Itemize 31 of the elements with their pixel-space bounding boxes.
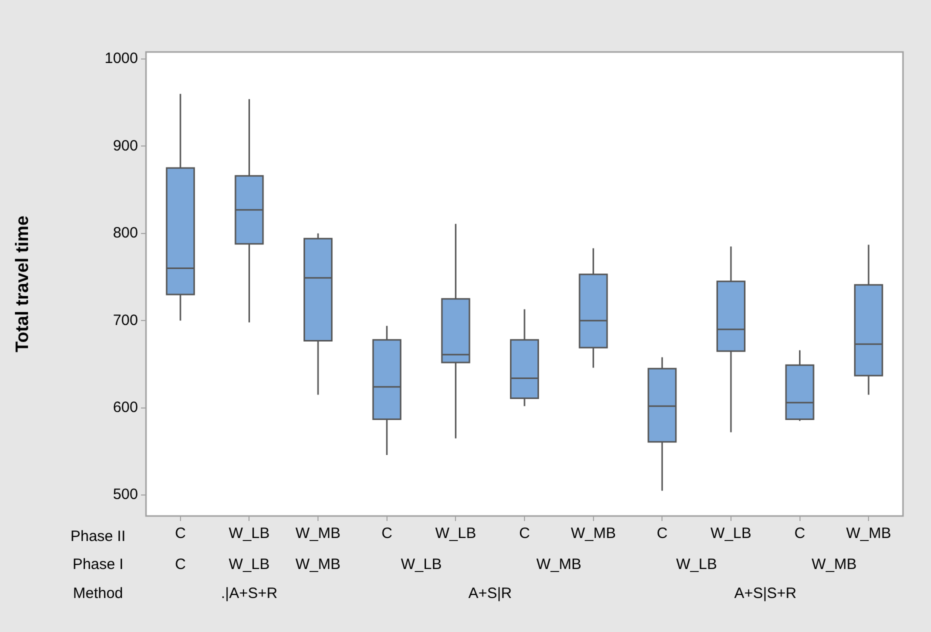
y-tick-label: 800 [112, 224, 138, 242]
text: W_LB [400, 556, 442, 574]
y-axis-title: Total travel time [12, 216, 32, 352]
text: W_MB [812, 556, 857, 574]
text: W_LB [228, 556, 270, 574]
x-tick-label: W_MB [296, 525, 341, 542]
text: A+S|R [468, 585, 512, 602]
text: Phase I [72, 556, 124, 574]
x-tick-label: C [381, 525, 392, 542]
text: W_MB [296, 556, 341, 574]
x-tick-label: W_LB [710, 525, 752, 542]
x-tick-label: W_MB [846, 525, 892, 542]
text: W_LB [676, 556, 717, 574]
y-tick-label: 900 [112, 137, 138, 154]
y-tick-label: 500 [112, 486, 138, 504]
x-tick-label: C [519, 525, 530, 542]
x-tick-label: W_MB [570, 525, 616, 542]
x-tick-label: C [174, 525, 186, 542]
text: Method [72, 585, 124, 602]
y-tick-label: 600 [112, 398, 138, 416]
x-tick-label: C [794, 525, 806, 542]
text: C [174, 556, 186, 574]
text: .|A+S+R [221, 585, 278, 602]
x-tick-label: W_LB [228, 525, 270, 542]
text: W_MB [536, 556, 582, 574]
y-tick-label: 700 [112, 312, 138, 329]
text: Phase II [70, 528, 126, 546]
x-tick-label: C [656, 525, 668, 542]
x-tick-label: W_LB [435, 525, 476, 542]
text: A+S|S+R [734, 585, 797, 602]
y-tick-label: 1000 [104, 50, 138, 68]
